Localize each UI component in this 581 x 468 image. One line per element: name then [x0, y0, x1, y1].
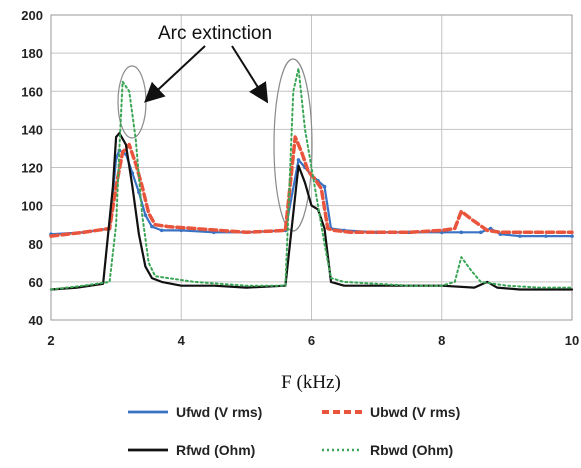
series-point-ufwd-v-rms	[322, 184, 327, 189]
legend-label-ubwd-v-rms: Ubwd (V rms)	[370, 404, 460, 420]
y-tick-80: 80	[29, 237, 43, 252]
annotation-arrow-left	[144, 45, 206, 103]
series-point-ufwd-v-rms	[143, 213, 148, 217]
arc-extinction-ellipse-right	[273, 58, 313, 232]
annotation-arrow-right	[231, 45, 269, 104]
x-axis-label: F (kHz)	[281, 372, 341, 393]
x-tick-8: 8	[438, 333, 445, 348]
series-point-ufwd-v-rms	[479, 230, 483, 235]
x-tick-10: 10	[565, 333, 579, 348]
y-tick-160: 160	[21, 84, 43, 99]
series-point-ufwd-v-rms	[179, 228, 184, 233]
series-line-rbwd-ohm	[50, 67, 573, 291]
legend-label-ufwd-v-rms: Ufwd (V rms)	[176, 404, 262, 420]
x-tick-labels: 2 4 6 8 10	[47, 333, 579, 348]
series-layer	[49, 67, 574, 291]
series-line-ubwd-v-rms	[49, 135, 574, 238]
series-point-ufwd-v-rms	[544, 234, 548, 238]
y-tick-200: 200	[21, 8, 43, 23]
series-point-ufwd-v-rms	[150, 224, 154, 229]
x-tick-6: 6	[308, 333, 315, 348]
plot-frame	[50, 14, 573, 321]
x-tick-4: 4	[178, 333, 186, 348]
y-tick-60: 60	[29, 275, 43, 290]
x-tick-2: 2	[47, 333, 54, 348]
y-tick-180: 180	[21, 46, 43, 61]
y-tick-100: 100	[21, 199, 43, 214]
y-tick-120: 120	[21, 161, 43, 176]
y-tick-140: 140	[21, 122, 43, 137]
y-tick-labels: 40 60 80 100 120 140 160 180 200	[21, 8, 43, 328]
series-point-ufwd-v-rms	[518, 234, 522, 238]
legend-label-rbwd-ohm: Rbwd (Ohm)	[370, 442, 453, 458]
series-point-ufwd-v-rms	[570, 234, 574, 238]
legend-label-rfwd-ohm: Rfwd (Ohm)	[176, 442, 255, 458]
legend: Ufwd (V rms) Ubwd (V rms) Rfwd (Ohm) Rbwd (…	[128, 404, 460, 458]
annotation-arc-extinction: Arc extinction	[158, 23, 272, 44]
series-point-ufwd-v-rms	[159, 228, 164, 233]
series-point-ufwd-v-rms	[296, 158, 301, 162]
y-tick-40: 40	[29, 313, 43, 328]
series-point-ufwd-v-rms	[459, 230, 464, 235]
